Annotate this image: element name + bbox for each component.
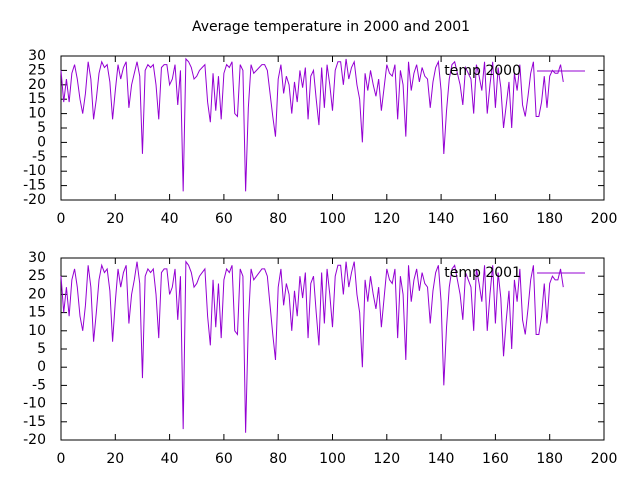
y-tick-label: 30 (28, 48, 46, 64)
chart-title: Average temperature in 2000 and 2001 (192, 19, 470, 35)
x-tick-label: 100 (319, 211, 346, 227)
y-tick-label: 25 (28, 62, 46, 78)
y-tick-label: -15 (23, 414, 46, 430)
legend-label: temp 2001 (444, 265, 521, 281)
y-tick-label: 25 (28, 268, 46, 284)
y-tick-label: -10 (23, 396, 46, 412)
data-line (60, 57, 564, 192)
y-tick-label: 5 (37, 120, 46, 136)
y-tick-label: -10 (23, 163, 46, 179)
x-tick-label: 160 (482, 211, 509, 227)
y-tick-label: -20 (23, 432, 46, 448)
x-tick-label: 0 (57, 451, 66, 467)
x-tick-label: 40 (161, 211, 179, 227)
y-tick-label: 30 (28, 250, 46, 266)
x-tick-label: 200 (591, 211, 618, 227)
plot-frame (60, 257, 605, 441)
x-tick-label: 80 (269, 211, 287, 227)
y-tick-label: 0 (37, 359, 46, 375)
y-tick-label: 5 (37, 341, 46, 357)
x-tick-label: 80 (269, 451, 287, 467)
y-tick-label: -15 (23, 178, 46, 194)
x-tick-label: 60 (215, 451, 233, 467)
y-tick-label: 15 (28, 91, 46, 107)
x-tick-label: 60 (215, 211, 233, 227)
legend-label: temp 2000 (444, 63, 521, 79)
y-tick-label: 10 (28, 106, 46, 122)
x-tick-label: 120 (373, 451, 400, 467)
data-line (60, 260, 564, 433)
x-tick-label: 20 (106, 211, 124, 227)
y-tick-label: 20 (28, 286, 46, 302)
y-tick-label: -20 (23, 192, 46, 208)
x-tick-label: 20 (106, 451, 124, 467)
x-tick-label: 0 (57, 211, 66, 227)
x-tick-label: 40 (161, 451, 179, 467)
y-tick-label: -5 (32, 149, 46, 165)
y-tick-label: -5 (32, 377, 46, 393)
x-tick-label: 120 (373, 211, 400, 227)
x-tick-label: 140 (428, 211, 455, 227)
x-tick-label: 160 (482, 451, 509, 467)
x-tick-label: 180 (536, 211, 563, 227)
y-tick-label: 0 (37, 134, 46, 150)
plot-frame (60, 55, 605, 201)
y-tick-label: 20 (28, 77, 46, 93)
x-tick-label: 180 (536, 451, 563, 467)
y-tick-label: 10 (28, 323, 46, 339)
y-tick-label: 15 (28, 305, 46, 321)
x-tick-label: 100 (319, 451, 346, 467)
x-tick-label: 200 (591, 451, 618, 467)
x-tick-label: 140 (428, 451, 455, 467)
